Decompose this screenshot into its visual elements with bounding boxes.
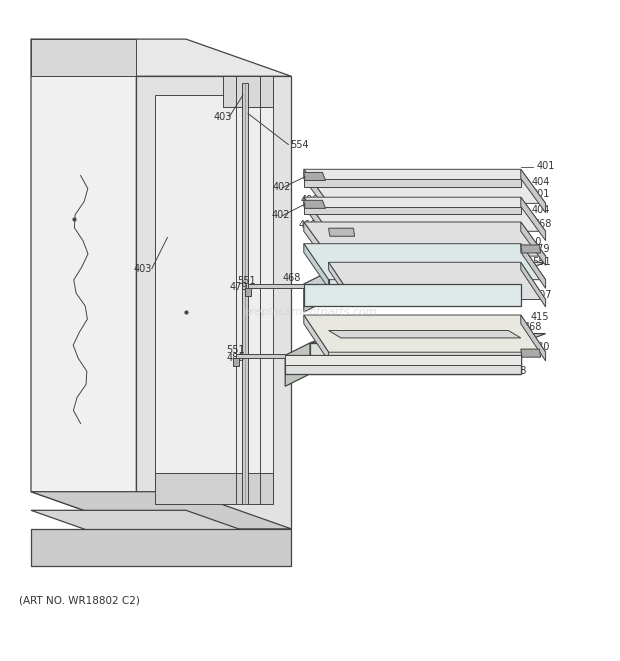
- Polygon shape: [304, 222, 546, 256]
- Text: 551: 551: [237, 276, 255, 286]
- Polygon shape: [285, 343, 310, 386]
- Text: 404: 404: [532, 205, 551, 215]
- Text: 415: 415: [530, 312, 549, 322]
- Polygon shape: [310, 343, 521, 374]
- Text: 479: 479: [229, 282, 248, 292]
- Polygon shape: [304, 272, 329, 312]
- Text: 480: 480: [532, 342, 551, 352]
- Polygon shape: [521, 169, 546, 213]
- Polygon shape: [304, 197, 546, 231]
- Polygon shape: [521, 262, 546, 307]
- Polygon shape: [521, 197, 546, 241]
- Text: 466: 466: [296, 362, 315, 371]
- Polygon shape: [304, 244, 329, 288]
- Polygon shape: [304, 315, 329, 361]
- Text: 417: 417: [321, 227, 340, 237]
- Text: 411: 411: [304, 354, 322, 364]
- Text: 468: 468: [533, 219, 552, 229]
- Polygon shape: [31, 39, 291, 76]
- Text: 408: 408: [508, 366, 527, 376]
- Polygon shape: [136, 76, 291, 529]
- Text: 468: 468: [524, 322, 542, 332]
- Text: 409: 409: [310, 243, 329, 253]
- Polygon shape: [304, 315, 546, 352]
- Polygon shape: [155, 473, 273, 504]
- Polygon shape: [31, 529, 291, 566]
- Text: 468: 468: [282, 273, 301, 283]
- Polygon shape: [285, 356, 521, 365]
- Text: 410: 410: [524, 237, 542, 247]
- Text: 402: 402: [273, 182, 291, 192]
- Text: 479: 479: [532, 244, 551, 254]
- Polygon shape: [242, 83, 248, 504]
- Text: 403: 403: [133, 264, 152, 274]
- Polygon shape: [521, 244, 546, 288]
- Polygon shape: [304, 200, 326, 208]
- Polygon shape: [304, 244, 546, 280]
- Text: 402: 402: [272, 210, 290, 219]
- Polygon shape: [329, 262, 546, 272]
- Polygon shape: [31, 510, 291, 547]
- Polygon shape: [223, 76, 273, 107]
- Polygon shape: [31, 492, 291, 529]
- Polygon shape: [329, 262, 546, 299]
- Text: 401: 401: [532, 189, 551, 199]
- Text: 414: 414: [378, 259, 397, 269]
- Text: 403: 403: [214, 112, 232, 122]
- Text: 404: 404: [532, 176, 551, 186]
- Polygon shape: [521, 349, 541, 357]
- Polygon shape: [329, 330, 521, 338]
- Text: 400: 400: [299, 220, 317, 230]
- Polygon shape: [304, 173, 326, 180]
- Polygon shape: [155, 95, 273, 485]
- Polygon shape: [310, 334, 546, 343]
- Polygon shape: [304, 222, 329, 266]
- Polygon shape: [304, 178, 521, 186]
- Polygon shape: [521, 315, 546, 361]
- Text: 551: 551: [532, 257, 551, 267]
- Polygon shape: [236, 354, 285, 358]
- Text: 401: 401: [536, 161, 555, 171]
- Polygon shape: [304, 197, 329, 241]
- Polygon shape: [248, 284, 304, 288]
- Text: 554: 554: [290, 139, 309, 149]
- Text: 480: 480: [226, 354, 245, 364]
- Polygon shape: [521, 245, 541, 253]
- Polygon shape: [285, 356, 521, 374]
- Polygon shape: [304, 284, 521, 305]
- Polygon shape: [245, 288, 251, 296]
- Polygon shape: [232, 358, 239, 366]
- Text: ereplacementparts.com: ereplacementparts.com: [243, 307, 377, 317]
- Polygon shape: [31, 39, 136, 529]
- Text: 400: 400: [301, 195, 319, 206]
- Polygon shape: [521, 222, 546, 266]
- Text: 407: 407: [533, 290, 552, 299]
- Polygon shape: [329, 272, 521, 299]
- Polygon shape: [329, 262, 353, 307]
- Polygon shape: [31, 39, 136, 76]
- Polygon shape: [304, 169, 546, 204]
- Text: (ART NO. WR18802 C2): (ART NO. WR18802 C2): [19, 595, 140, 605]
- Polygon shape: [304, 169, 329, 213]
- Text: 414: 414: [372, 325, 391, 336]
- Polygon shape: [304, 206, 521, 214]
- Text: 551: 551: [226, 345, 245, 356]
- Polygon shape: [329, 228, 355, 236]
